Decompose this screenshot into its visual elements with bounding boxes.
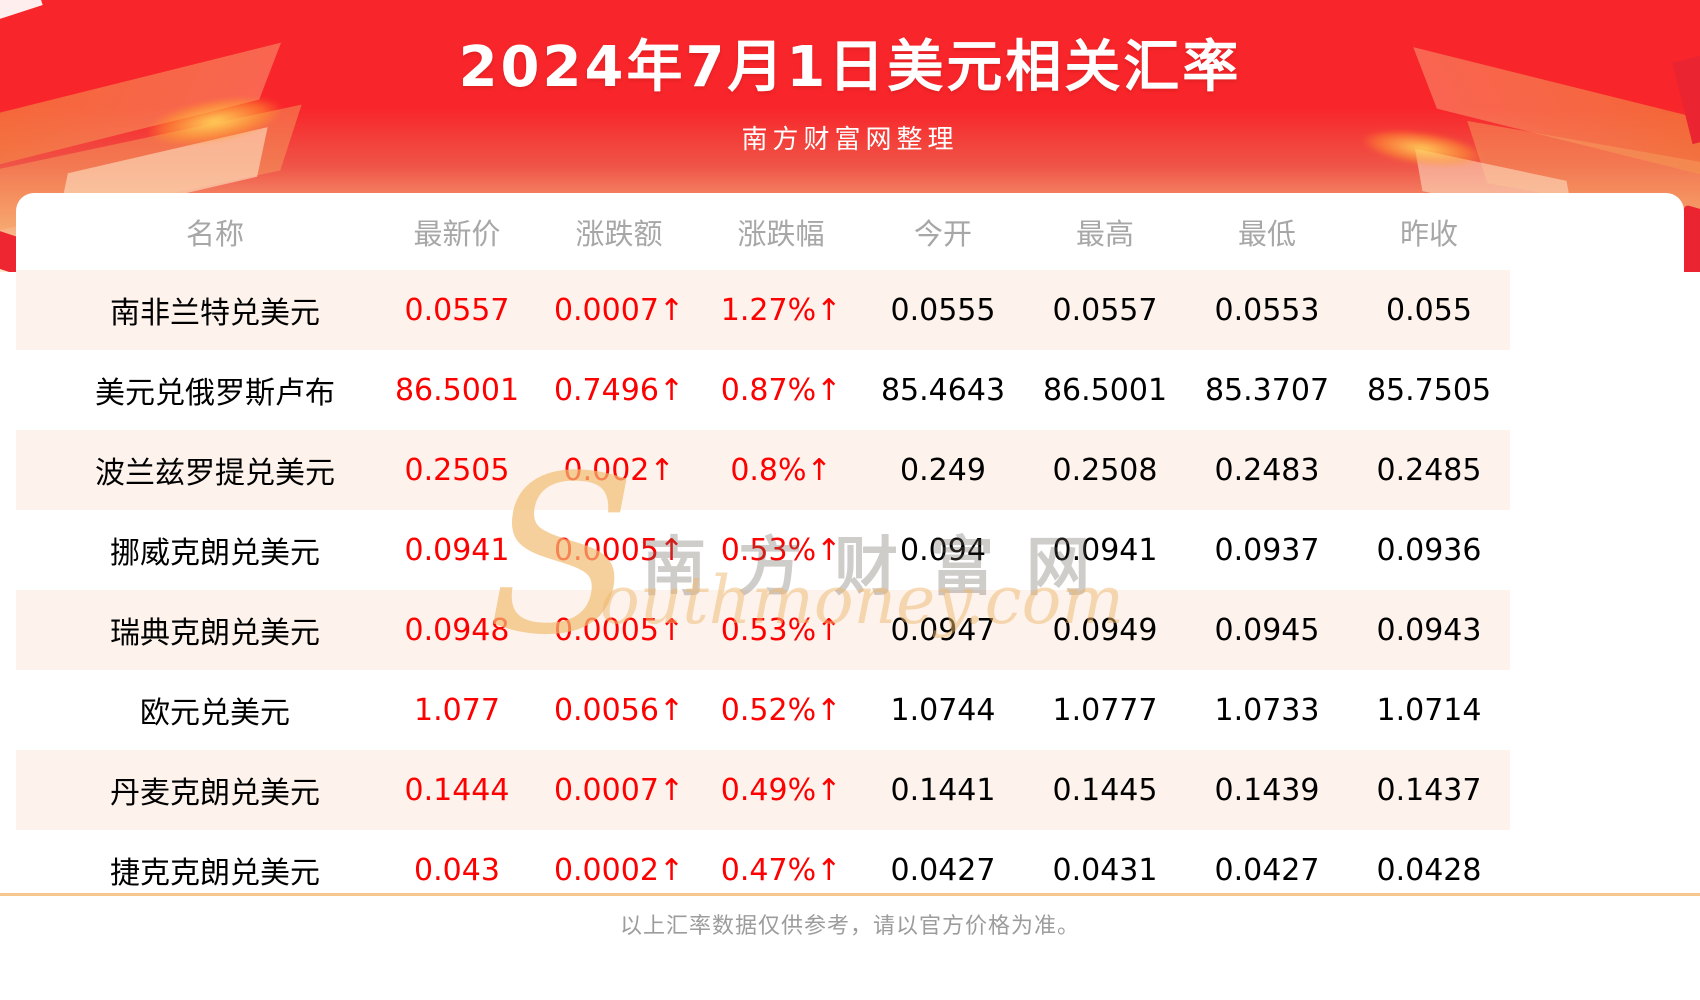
cell-currency-pair: 美元兑俄罗斯卢布	[95, 376, 335, 411]
column-header-latest: 最新价	[413, 216, 501, 251]
cell-high: 0.0949	[1052, 612, 1158, 648]
cell-change-percent: 0.49%↑	[720, 772, 842, 808]
cell-change-percent: 0.8%↑	[730, 452, 832, 488]
cell-low: 0.0945	[1214, 612, 1320, 648]
cell-high: 86.5001	[1042, 372, 1168, 408]
cell-change-percent: 1.27%↑	[720, 292, 842, 328]
cell-low: 0.0937	[1214, 532, 1320, 568]
cell-change-percent: 0.52%↑	[720, 692, 842, 728]
table-row: 捷克克朗兑美元 0.043 0.0002↑ 0.47%↑ 0.0427 0.04…	[16, 830, 1510, 910]
cell-open: 85.4643	[880, 372, 1006, 408]
page-title: 2024年7月1日美元相关汇率	[458, 35, 1242, 100]
footer-disclaimer: 以上汇率数据仅供参考，请以官方价格为准。	[619, 914, 1080, 939]
table-header-row: 名称 最新价 涨跌额 涨跌幅 今开 最高 最低 昨收	[16, 193, 1510, 270]
cell-prev-close: 0.2485	[1376, 452, 1482, 488]
cell-latest-price: 0.0948	[404, 612, 510, 648]
cell-currency-pair: 南非兰特兑美元	[110, 296, 320, 331]
table-body: 南非兰特兑美元 0.0557 0.0007↑ 1.27%↑ 0.0555 0.0…	[16, 270, 1510, 910]
cell-high: 0.1445	[1052, 772, 1158, 808]
cell-change-percent: 0.53%↑	[720, 532, 842, 568]
cell-low: 0.2483	[1214, 452, 1320, 488]
cell-latest-price: 0.043	[414, 852, 500, 888]
cell-change-percent: 0.53%↑	[720, 612, 842, 648]
footer-divider	[0, 893, 1700, 896]
cell-open: 0.0947	[890, 612, 996, 648]
cell-latest-price: 0.1444	[404, 772, 510, 808]
page-subtitle: 南方财富网整理	[741, 125, 959, 155]
cell-prev-close: 0.0943	[1376, 612, 1482, 648]
cell-high: 0.0941	[1052, 532, 1158, 568]
cell-change-amount: 0.0056↑	[553, 692, 685, 728]
column-header-prev-close: 昨收	[1399, 216, 1458, 251]
cell-high: 0.0431	[1052, 852, 1158, 888]
cell-prev-close: 0.1437	[1376, 772, 1482, 808]
cell-change-amount: 0.0005↑	[553, 612, 685, 648]
table-row: 南非兰特兑美元 0.0557 0.0007↑ 1.27%↑ 0.0555 0.0…	[16, 270, 1510, 350]
cell-open: 0.0555	[890, 292, 996, 328]
cell-open: 1.0744	[890, 692, 996, 728]
cell-change-amount: 0.0002↑	[553, 852, 685, 888]
cell-prev-close: 0.0936	[1376, 532, 1482, 568]
white-ribbon-corner-decor	[0, 0, 43, 22]
table-row: 挪威克朗兑美元 0.0941 0.0005↑ 0.53%↑ 0.094 0.09…	[16, 510, 1510, 590]
rates-card: 名称 最新价 涨跌额 涨跌幅 今开 最高 最低 昨收 南非兰特兑美元 0.055…	[16, 193, 1684, 1000]
cell-currency-pair: 捷克克朗兑美元	[110, 856, 320, 891]
cell-change-amount: 0.0007↑	[553, 772, 685, 808]
cell-high: 0.0557	[1052, 292, 1158, 328]
table-header: 名称 最新价 涨跌额 涨跌幅 今开 最高 最低 昨收	[16, 193, 1510, 270]
cell-currency-pair: 欧元兑美元	[140, 696, 290, 731]
table-row: 美元兑俄罗斯卢布 86.5001 0.7496↑ 0.87%↑ 85.4643 …	[16, 350, 1510, 430]
cell-low: 0.1439	[1214, 772, 1320, 808]
cell-latest-price: 0.0557	[404, 292, 510, 328]
table-row: 丹麦克朗兑美元 0.1444 0.0007↑ 0.49%↑ 0.1441 0.1…	[16, 750, 1510, 830]
cell-prev-close: 0.055	[1386, 292, 1472, 328]
cell-latest-price: 0.0941	[404, 532, 510, 568]
column-header-low: 最低	[1237, 216, 1296, 251]
cell-currency-pair: 波兰兹罗提兑美元	[95, 456, 335, 491]
cell-currency-pair: 丹麦克朗兑美元	[110, 776, 320, 811]
cell-open: 0.094	[900, 532, 986, 568]
table-row: 波兰兹罗提兑美元 0.2505 0.002↑ 0.8%↑ 0.249 0.250…	[16, 430, 1510, 510]
cell-latest-price: 0.2505	[404, 452, 510, 488]
cell-currency-pair: 瑞典克朗兑美元	[110, 616, 320, 651]
column-header-change: 涨跌额	[575, 216, 663, 251]
cell-high: 1.0777	[1052, 692, 1158, 728]
cell-change-amount: 0.002↑	[563, 452, 675, 488]
cell-latest-price: 86.5001	[394, 372, 520, 408]
cell-prev-close: 1.0714	[1376, 692, 1482, 728]
column-header-open: 今开	[913, 216, 972, 251]
cell-currency-pair: 挪威克朗兑美元	[110, 536, 320, 571]
cell-change-amount: 0.0007↑	[553, 292, 685, 328]
cell-low: 85.3707	[1204, 372, 1330, 408]
table-row: 瑞典克朗兑美元 0.0948 0.0005↑ 0.53%↑ 0.0947 0.0…	[16, 590, 1510, 670]
cell-prev-close: 0.0428	[1376, 852, 1482, 888]
cell-latest-price: 1.077	[414, 692, 500, 728]
cell-open: 0.249	[900, 452, 986, 488]
cell-low: 1.0733	[1214, 692, 1320, 728]
cell-prev-close: 85.7505	[1366, 372, 1492, 408]
exchange-rates-table: 名称 最新价 涨跌额 涨跌幅 今开 最高 最低 昨收 南非兰特兑美元 0.055…	[16, 193, 1510, 910]
cell-low: 0.0427	[1214, 852, 1320, 888]
cell-low: 0.0553	[1214, 292, 1320, 328]
cell-open: 0.1441	[890, 772, 996, 808]
table-row: 欧元兑美元 1.077 0.0056↑ 0.52%↑ 1.0744 1.0777…	[16, 670, 1510, 750]
cell-change-amount: 0.0005↑	[553, 532, 685, 568]
column-header-change-pct: 涨跌幅	[737, 216, 825, 251]
cell-open: 0.0427	[890, 852, 996, 888]
cell-high: 0.2508	[1052, 452, 1158, 488]
cell-change-amount: 0.7496↑	[553, 372, 685, 408]
cell-change-percent: 0.47%↑	[720, 852, 842, 888]
column-header-name: 名称	[185, 216, 244, 251]
cell-change-percent: 0.87%↑	[720, 372, 842, 408]
column-header-high: 最高	[1075, 216, 1134, 251]
